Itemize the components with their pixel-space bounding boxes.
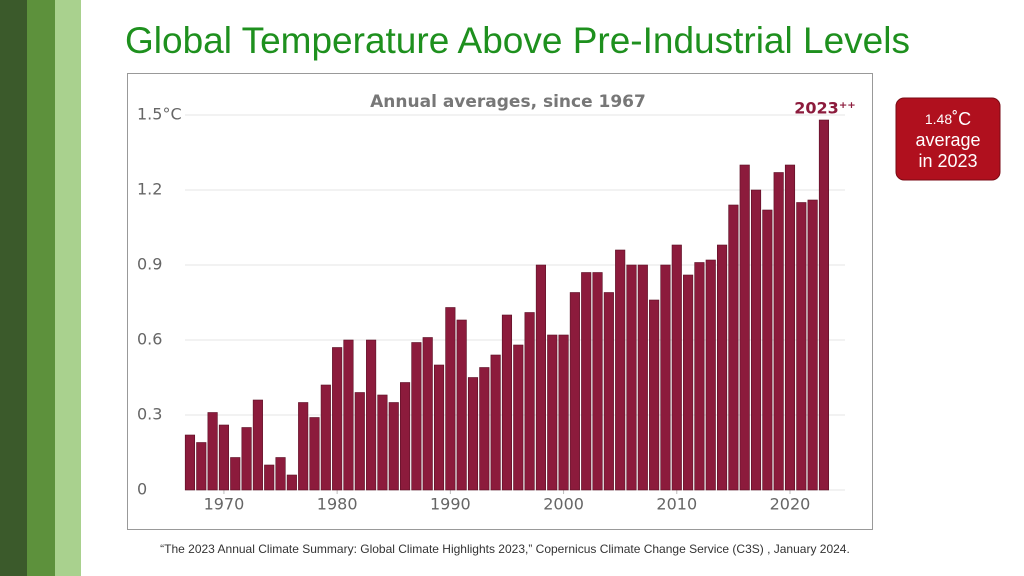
bar <box>501 314 513 491</box>
annotation: 2023⁺⁺ <box>794 99 855 118</box>
bar <box>750 189 762 491</box>
bar <box>366 339 377 491</box>
stripe <box>55 0 81 576</box>
bar <box>309 417 320 491</box>
bar <box>524 312 535 491</box>
x-tick-label: 2010 <box>656 495 697 514</box>
x-tick-label: 2000 <box>543 495 584 514</box>
citation: “The 2023 Annual Climate Summary: Global… <box>160 542 850 556</box>
bar <box>343 339 354 491</box>
bar <box>332 347 343 491</box>
bar <box>411 342 422 491</box>
bar <box>354 392 365 491</box>
bar <box>184 434 196 491</box>
bar <box>705 259 716 491</box>
bar <box>490 354 501 491</box>
stripe <box>0 0 27 576</box>
x-tick-label: 2020 <box>770 495 811 514</box>
y-tick-label: 0.6 <box>137 330 162 349</box>
y-tick-label: 0.9 <box>137 255 162 274</box>
bar <box>252 399 263 491</box>
bar <box>683 274 694 491</box>
bar <box>784 164 796 491</box>
bar <box>807 199 818 491</box>
bar <box>671 244 682 491</box>
bar <box>796 202 807 491</box>
bar <box>569 292 580 491</box>
bar <box>422 337 433 491</box>
stripe <box>27 0 55 576</box>
bar <box>762 209 773 491</box>
bar <box>626 264 637 491</box>
bar <box>547 334 558 491</box>
bar <box>275 457 286 491</box>
bar <box>467 377 479 491</box>
bar <box>298 402 309 491</box>
bar <box>694 262 705 491</box>
callout-number: 1.48 <box>925 111 952 127</box>
bar <box>615 249 626 491</box>
bar <box>739 164 750 491</box>
bar <box>513 344 524 491</box>
bar <box>445 307 456 491</box>
y-tick-label: 0 <box>137 480 147 499</box>
bar <box>207 412 218 491</box>
x-tick-label: 1980 <box>317 495 358 514</box>
bar <box>535 264 546 491</box>
bar <box>603 292 614 491</box>
bar <box>592 272 603 491</box>
x-tick-label: 1970 <box>204 495 245 514</box>
chart-subtitle: Annual averages, since 1967 <box>370 92 646 112</box>
bar <box>818 119 830 491</box>
bar <box>773 172 784 491</box>
bar <box>388 402 399 491</box>
bar <box>479 367 490 491</box>
bar <box>717 244 728 491</box>
y-tick-label: 1.2 <box>137 180 162 199</box>
bar <box>728 204 739 491</box>
slide-title: Global Temperature Above Pre-Industrial … <box>125 20 910 61</box>
y-tick-label: 0.3 <box>137 405 162 424</box>
bar <box>196 442 207 491</box>
bar <box>218 424 229 491</box>
bar <box>637 264 648 491</box>
callout-text: average <box>915 130 980 150</box>
bar <box>456 319 467 491</box>
bar <box>581 272 592 491</box>
y-tick-label: 1.5°C <box>137 105 182 124</box>
bar <box>433 364 445 491</box>
bar <box>230 457 241 491</box>
bar <box>649 299 660 491</box>
bar <box>377 394 388 491</box>
bar <box>286 474 297 491</box>
callout-value: 1.48˚C <box>925 109 971 129</box>
callout-text: in 2023 <box>918 151 977 171</box>
callout <box>895 97 1001 181</box>
bar <box>241 427 252 491</box>
bar <box>400 382 411 491</box>
callout-unit: ˚C <box>952 109 971 129</box>
bar <box>660 264 671 491</box>
bar <box>264 464 275 491</box>
bar <box>320 384 331 491</box>
x-tick-label: 1990 <box>430 495 471 514</box>
bar <box>558 334 569 491</box>
